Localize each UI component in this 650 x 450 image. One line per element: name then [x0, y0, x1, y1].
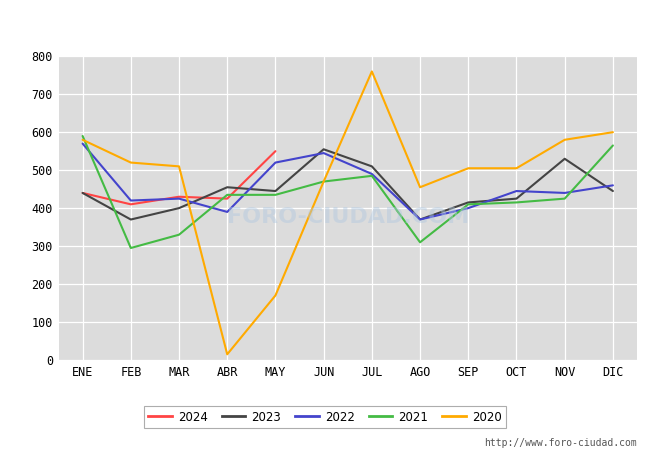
Text: FORO-CIUDAD.COM: FORO-CIUDAD.COM [227, 207, 469, 227]
Text: Matriculaciones de Vehiculos en Elche/Elx: Matriculaciones de Vehiculos en Elche/El… [151, 14, 499, 33]
Legend: 2024, 2023, 2022, 2021, 2020: 2024, 2023, 2022, 2021, 2020 [144, 406, 506, 428]
Text: http://www.foro-ciudad.com: http://www.foro-ciudad.com [484, 438, 637, 448]
